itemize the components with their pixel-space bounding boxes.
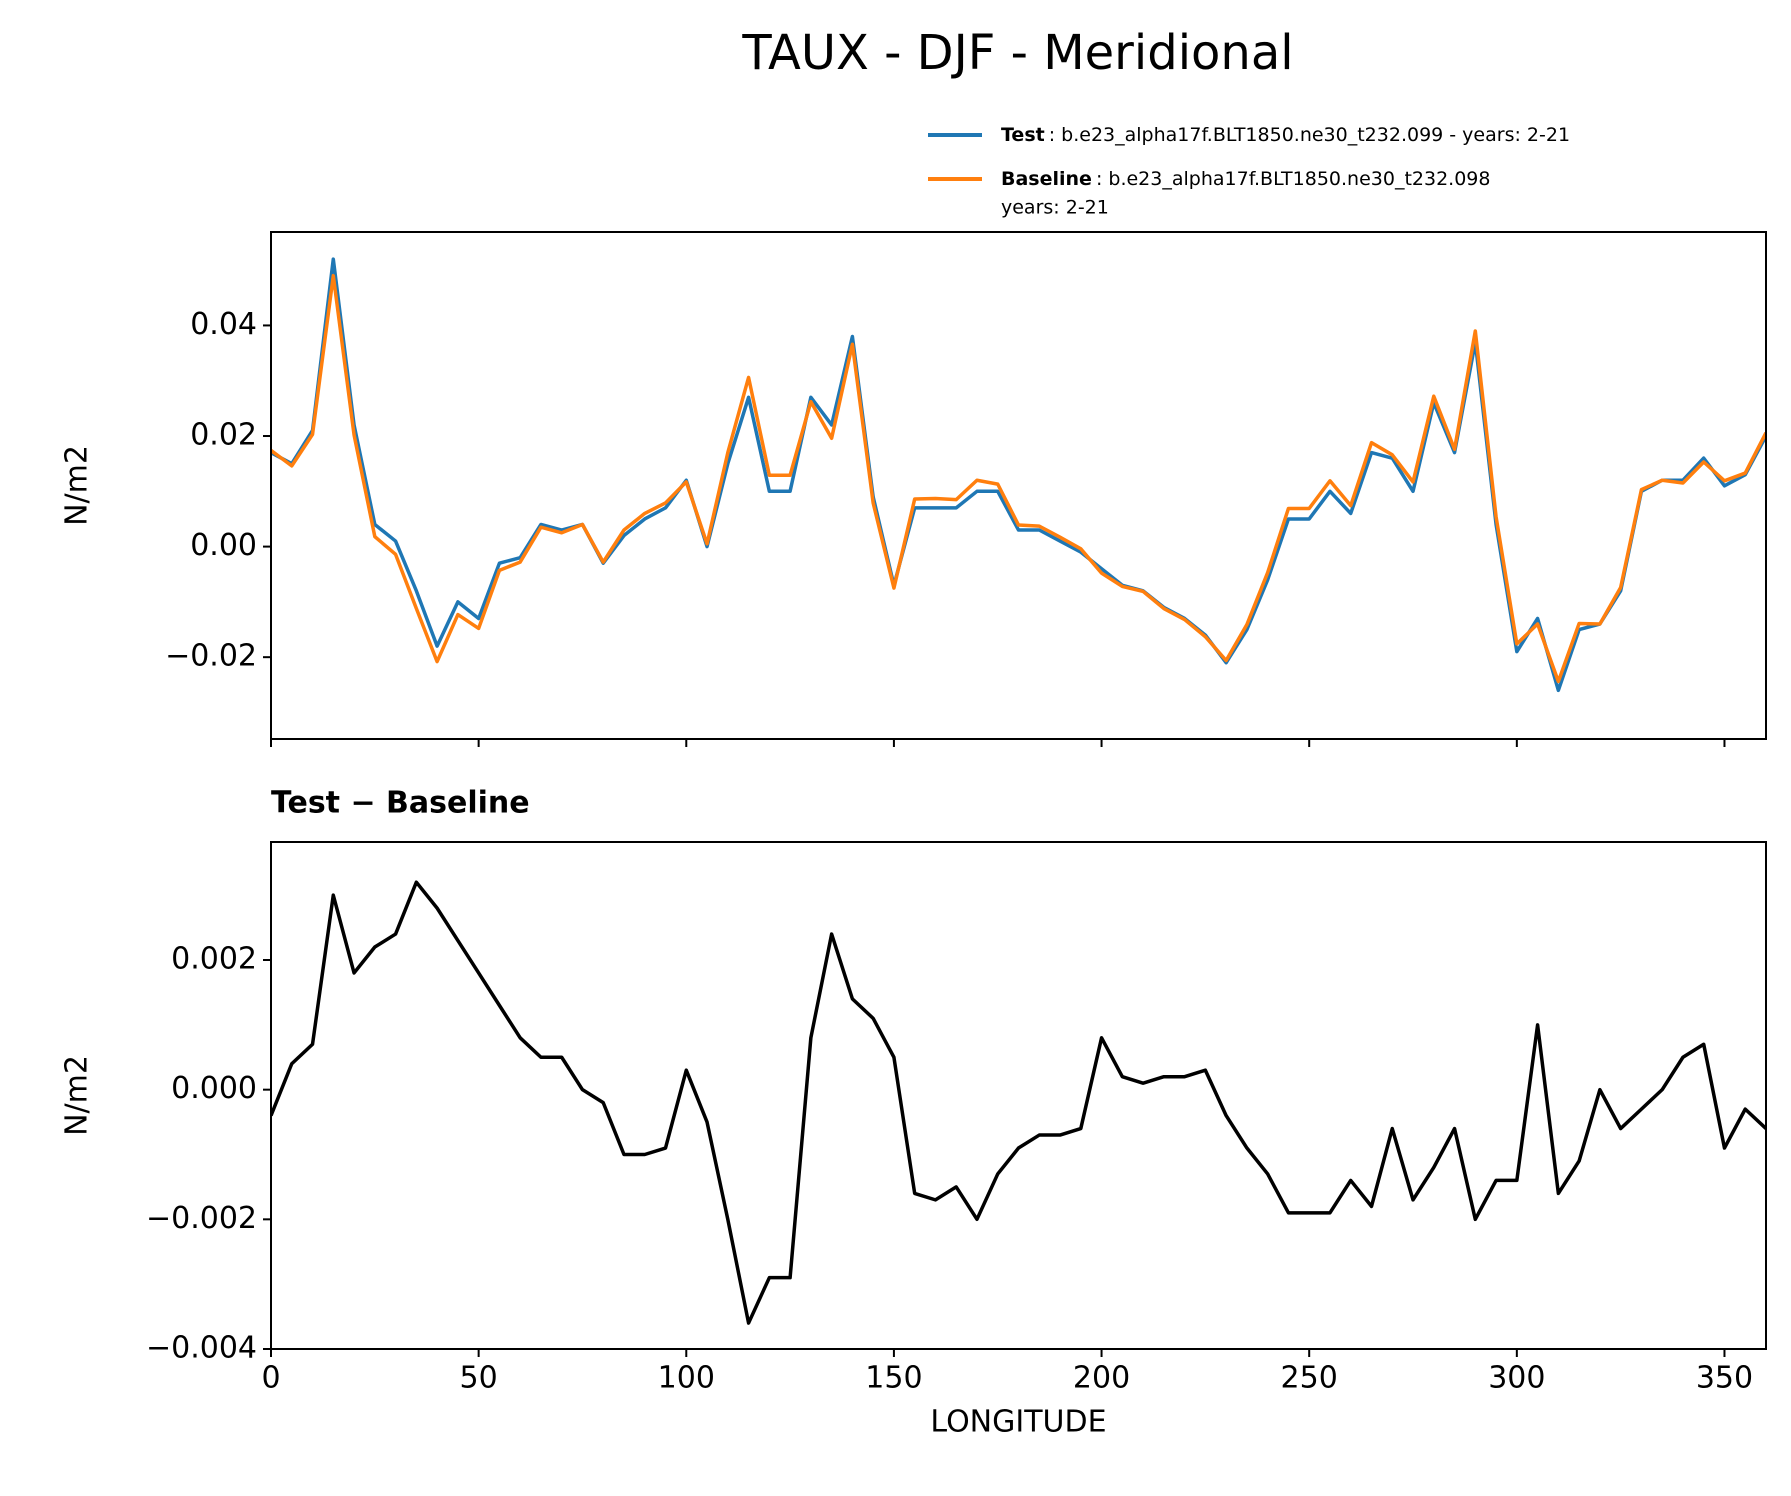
data-line [271, 273, 1766, 684]
legend-description-2: years: 2-21 [1001, 197, 1109, 219]
y-axis-label: N/m2 [60, 445, 95, 526]
y-tick-label: 0.00 [190, 528, 257, 563]
x-tick-label: 100 [658, 1361, 715, 1396]
x-tick-label: 250 [1281, 1361, 1338, 1396]
subplot-title: Test − Baseline [271, 786, 530, 821]
axes-frame [270, 231, 1767, 740]
legend-description: : b.e23_alpha17f.BLT1850.ne30_t232.098 [1096, 168, 1491, 190]
data-line [271, 880, 1766, 1325]
y-tick-label: −0.004 [146, 1331, 257, 1366]
x-tick-label: 150 [865, 1361, 922, 1396]
x-tick-label: 300 [1488, 1361, 1545, 1396]
y-axis-label: N/m2 [60, 1055, 95, 1136]
y-tick-label: 0.002 [171, 941, 257, 976]
data-line [271, 257, 1766, 693]
legend-description: : b.e23_alpha17f.BLT1850.ne30_t232.099 -… [1049, 124, 1570, 146]
x-tick-label: 350 [1696, 1361, 1753, 1396]
x-tick-label: 0 [261, 1361, 280, 1396]
legend-name: Test [1001, 124, 1045, 146]
y-tick-label: 0.02 [190, 418, 257, 453]
x-tick-label: 200 [1073, 1361, 1130, 1396]
y-tick-label: −0.02 [165, 639, 257, 674]
x-tick-label: 50 [460, 1361, 498, 1396]
y-tick-label: 0.000 [171, 1071, 257, 1106]
figure-title: TAUX - DJF - Meridional [741, 25, 1293, 81]
axes-frame [270, 841, 1767, 1350]
y-tick-label: −0.002 [146, 1201, 257, 1236]
legend-label: Test: b.e23_alpha17f.BLT1850.ne30_t232.0… [1001, 124, 1570, 146]
y-tick-label: 0.04 [190, 307, 257, 342]
x-axis-label: LONGITUDE [930, 1405, 1106, 1440]
legend-label: Baseline: b.e23_alpha17f.BLT1850.ne30_t2… [1001, 168, 1490, 190]
legend-name: Baseline [1001, 168, 1092, 190]
